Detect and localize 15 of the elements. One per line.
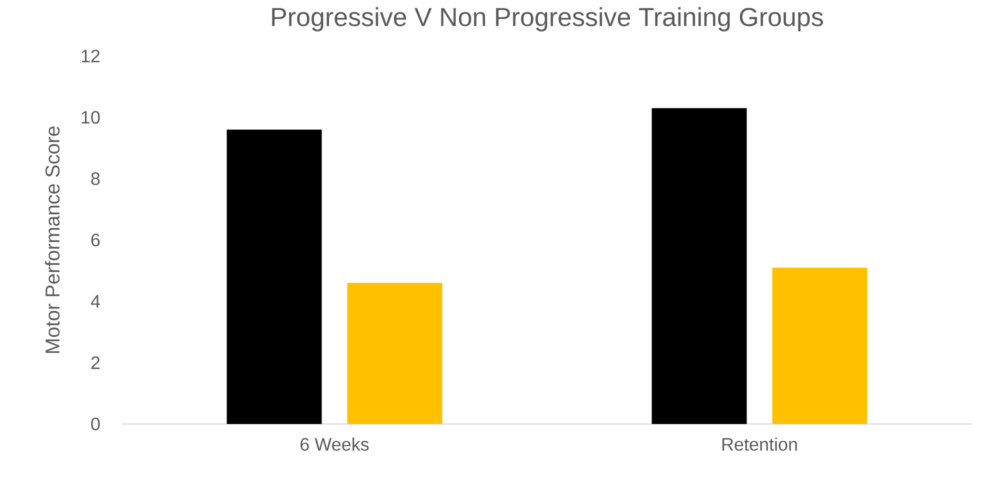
- y-tick-label: 10: [82, 110, 100, 124]
- bar: [347, 282, 442, 424]
- y-tick-label: 8: [91, 172, 100, 186]
- y-tick-label: 0: [91, 418, 100, 430]
- y-axis-title: Motor Performance Score: [44, 126, 60, 353]
- y-tick-label: 2: [91, 356, 100, 369]
- bar: [226, 130, 322, 424]
- y-tick-label: 4: [90, 295, 100, 308]
- y-tick-label: 12: [82, 50, 100, 62]
- chart-title: Progressive V Non Progressive Training Groups: [272, 7, 823, 32]
- bar: [772, 268, 868, 424]
- y-tick-label: 6: [91, 234, 100, 246]
- x-tick-label: Retention: [722, 438, 797, 451]
- bar: [652, 108, 747, 424]
- x-tick-label: 6 Weeks: [300, 438, 369, 451]
